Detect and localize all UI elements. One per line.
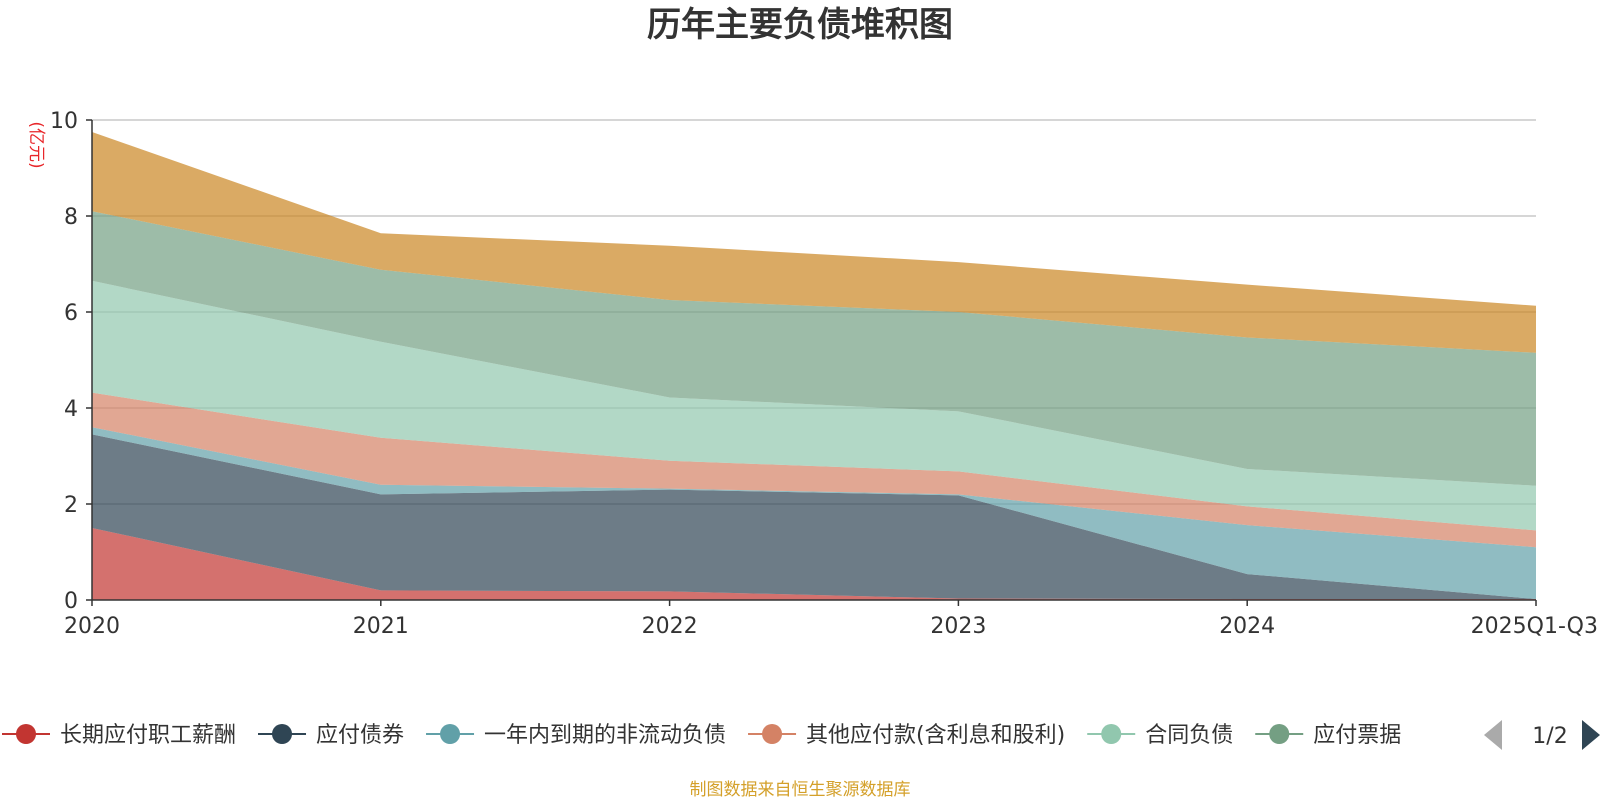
x-tick-label: 2023: [930, 614, 986, 639]
chart-title: 历年主要负债堆积图: [647, 5, 953, 45]
pager-background: [1484, 700, 1600, 770]
legend-label: 应付票据: [1313, 723, 1401, 748]
legend-label: 其他应付款(含利息和股利): [806, 723, 1065, 748]
legend-item-4[interactable]: 合同负债: [1087, 723, 1233, 748]
y-tick-label: 2: [64, 493, 78, 518]
area-series-3: [92, 392, 1536, 548]
pager-next-icon[interactable]: [1582, 720, 1600, 750]
x-tick-label: 2024: [1219, 614, 1275, 639]
legend-item-2[interactable]: 一年内到期的非流动负债: [426, 723, 726, 748]
area-series-0: [92, 528, 1536, 600]
x-tick-label: 2025Q1-Q3: [1471, 614, 1598, 639]
x-tick-label: 2020: [64, 614, 120, 639]
pager-prev-icon[interactable]: [1484, 720, 1502, 750]
legend-item-3[interactable]: 其他应付款(含利息和股利): [748, 723, 1065, 748]
legend-label: 长期应付职工薪酬: [60, 723, 236, 748]
y-tick-label: 10: [50, 109, 78, 134]
area-series-6: [92, 132, 1536, 353]
axes: 0 2 4 6 8 10 2020 2021 2022 2023 2024 2025Q1-Q3: [50, 109, 1598, 639]
pager-label: 1/2: [1532, 724, 1567, 749]
legend-item-5[interactable]: 应付票据: [1255, 723, 1401, 748]
x-tick-label: 2022: [642, 614, 698, 639]
x-tick-label: 2021: [353, 614, 409, 639]
y-axis-unit-label: (亿元): [26, 121, 46, 168]
legend-marker: [16, 724, 36, 744]
area-series-group: [92, 132, 1536, 600]
y-tick-label: 8: [64, 205, 78, 230]
legend-label: 合同负债: [1145, 723, 1233, 748]
legend-marker: [1269, 724, 1290, 744]
legend-pager: 1/2: [1484, 700, 1600, 770]
area-series-5: [92, 211, 1536, 486]
legend-label: 应付债券: [316, 723, 404, 748]
y-tick-label: 0: [64, 589, 78, 614]
legend-item-0[interactable]: 长期应付职工薪酬: [2, 723, 236, 748]
legend-marker: [762, 724, 783, 744]
legend-marker: [440, 724, 461, 744]
legend-marker: [1101, 724, 1122, 744]
area-series-4: [92, 280, 1536, 531]
legend-marker: [272, 724, 293, 744]
legend-item-1[interactable]: 应付债券: [258, 723, 404, 748]
area-series-1: [92, 434, 1536, 600]
data-source-note: 制图数据来自恒生聚源数据库: [690, 780, 911, 800]
area-series-2: [92, 427, 1536, 600]
y-tick-label: 6: [64, 301, 78, 326]
legend-label: 一年内到期的非流动负债: [484, 723, 726, 748]
legend: 长期应付职工薪酬 应付债券 一年内到期的非流动负债 其他应付款(含利息和股利) 合同负债…: [2, 723, 1401, 748]
y-tick-label: 4: [64, 397, 78, 422]
